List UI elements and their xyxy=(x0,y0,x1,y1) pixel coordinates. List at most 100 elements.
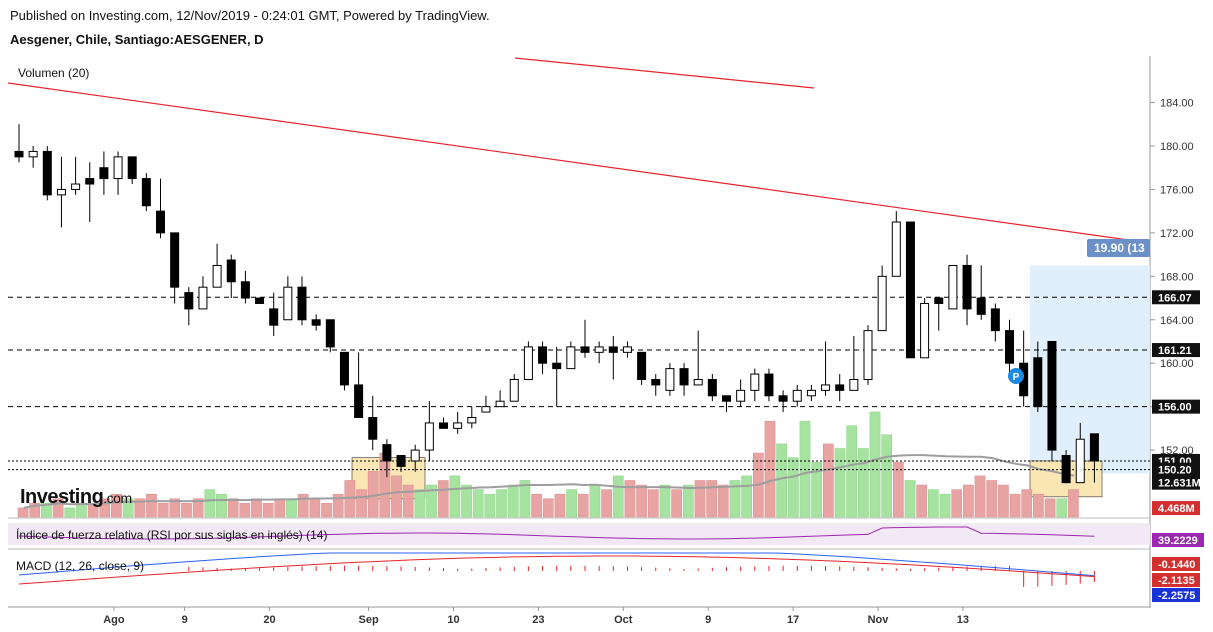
volume-bar xyxy=(274,498,286,518)
volume-bar xyxy=(811,461,823,518)
volume-bar xyxy=(636,484,647,518)
x-tick-label: 23 xyxy=(532,614,544,626)
volume-bar xyxy=(262,503,274,518)
candle-body xyxy=(339,351,349,386)
candle-body xyxy=(1047,340,1057,451)
candle-body xyxy=(113,156,123,180)
candle-body xyxy=(934,297,944,304)
volume-bar xyxy=(472,489,484,518)
price-axis-label: 150.20 xyxy=(1158,465,1192,477)
candle-body xyxy=(141,178,151,207)
volume-bar xyxy=(99,498,111,518)
volume-bar xyxy=(64,507,76,518)
candle-body xyxy=(1033,357,1043,408)
candle-body xyxy=(835,384,845,391)
candle-body xyxy=(679,368,689,386)
candle-body xyxy=(1089,433,1099,462)
volume-bar xyxy=(869,411,881,518)
volume-bar xyxy=(216,493,227,518)
candle-body xyxy=(14,150,24,158)
candle-body xyxy=(1061,455,1071,484)
volume-bar xyxy=(146,493,157,518)
x-tick-label: 17 xyxy=(787,614,799,626)
candle-body xyxy=(354,384,364,419)
volume-bar xyxy=(881,434,893,518)
x-tick-label: Ago xyxy=(103,614,125,626)
price-axis-label: 166.07 xyxy=(1158,292,1192,304)
y-tick-label: 184.00 xyxy=(1160,98,1194,110)
candle-body xyxy=(170,232,180,288)
volume-bar xyxy=(1033,493,1044,518)
candle-body xyxy=(764,373,774,397)
x-tick-label: 13 xyxy=(957,614,969,626)
candle-body xyxy=(693,378,703,386)
macd-value-label: -2.2575 xyxy=(1158,590,1195,602)
measure-label: 19.90 (13 xyxy=(1094,241,1145,255)
candle-body xyxy=(85,178,95,185)
candle-body xyxy=(311,319,321,326)
volume-bar xyxy=(227,498,239,518)
volume-bar xyxy=(531,493,542,518)
rsi-line xyxy=(18,526,1095,540)
candle-body xyxy=(467,417,477,424)
volume-bar xyxy=(717,484,729,518)
macd-label: MACD (12, 26, close, 9) xyxy=(16,559,145,573)
volume-bar xyxy=(834,448,846,518)
volume-bar xyxy=(916,484,928,518)
candle-body xyxy=(269,308,279,326)
y-tick-label: 176.00 xyxy=(1160,184,1194,196)
y-tick-label: 172.00 xyxy=(1160,228,1194,240)
x-tick-label: 9 xyxy=(705,614,711,626)
candle-body xyxy=(184,292,194,310)
rsi-band xyxy=(8,525,1150,545)
candle-body xyxy=(976,297,986,315)
volume-bar xyxy=(367,471,379,518)
candle-body xyxy=(806,389,816,397)
volume-bar xyxy=(928,489,939,518)
candle-body xyxy=(1005,330,1014,364)
candle-body xyxy=(707,378,717,397)
candle-body xyxy=(877,275,887,332)
pattern-marker-label: P xyxy=(1013,372,1020,383)
volume-bar xyxy=(484,493,496,518)
volume-bar xyxy=(356,489,367,518)
symbol-title: Aesgener, Chile, Santiago:AESGENER, D xyxy=(10,32,264,47)
volume-bar xyxy=(741,475,752,518)
x-tick-label: Sep xyxy=(359,614,379,626)
volume-bar xyxy=(286,498,297,518)
price-axis-label: 12.631M xyxy=(1158,478,1201,490)
macd-value-label: -0.1440 xyxy=(1158,559,1195,571)
candle-body xyxy=(71,183,81,190)
volume-bar xyxy=(589,484,601,518)
candle-body xyxy=(439,422,448,429)
price-axis-label-box xyxy=(1152,475,1200,490)
x-tick-label: 9 xyxy=(182,614,188,626)
candle-body xyxy=(42,150,52,196)
candle-body xyxy=(566,346,576,370)
volume-bar xyxy=(41,503,52,518)
candle-body xyxy=(736,389,746,402)
volume-bar xyxy=(671,489,682,518)
volume-bar xyxy=(601,489,612,518)
rsi-value-box xyxy=(1152,533,1204,547)
volume-ma-line xyxy=(23,454,1075,509)
volume-bar xyxy=(577,493,589,518)
x-tick-label: 20 xyxy=(263,614,275,626)
volume-bar xyxy=(426,484,437,518)
x-tick-label: 10 xyxy=(447,614,459,626)
price-axis-label: 156.00 xyxy=(1158,402,1192,414)
candle-body xyxy=(127,156,137,180)
price-axis-label-box xyxy=(1152,462,1200,477)
volume-bar xyxy=(122,498,134,518)
candle-body xyxy=(948,264,958,310)
volume-bar xyxy=(507,484,519,518)
candle-body xyxy=(283,286,293,321)
volume-bar xyxy=(647,489,659,518)
candle-body xyxy=(637,351,647,380)
volume-bar xyxy=(52,498,64,518)
volume-bar xyxy=(787,457,799,518)
volume-bar xyxy=(694,480,706,518)
price-axis-label-box xyxy=(1152,290,1200,305)
y-tick-label: 180.00 xyxy=(1160,141,1194,153)
